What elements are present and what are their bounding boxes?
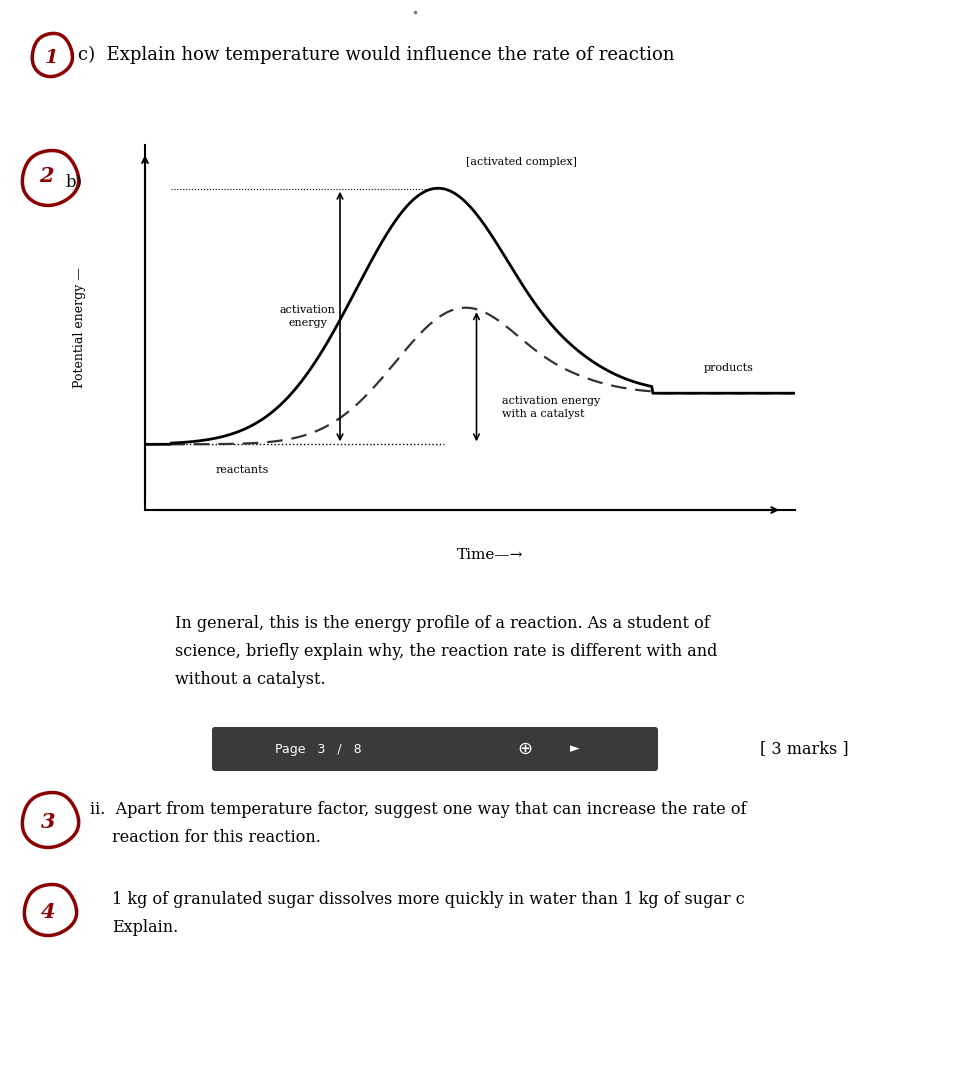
Text: b): b): [66, 173, 83, 190]
Text: ⊕: ⊕: [518, 740, 532, 758]
Text: [activated complex]: [activated complex]: [467, 157, 578, 167]
Text: reactants: reactants: [215, 465, 270, 475]
Text: 1: 1: [45, 49, 59, 67]
FancyBboxPatch shape: [212, 727, 658, 771]
Text: reaction for this reaction.: reaction for this reaction.: [112, 830, 321, 847]
Text: c)  Explain how temperature would influence the rate of reaction: c) Explain how temperature would influen…: [78, 46, 674, 64]
Text: products: products: [704, 362, 753, 373]
Text: science, briefly explain why, the reaction rate is different with and: science, briefly explain why, the reacti…: [175, 642, 718, 660]
Text: 4: 4: [41, 902, 55, 921]
Text: Page   3   /   8: Page 3 / 8: [275, 743, 361, 756]
Text: ii.  Apart from temperature factor, suggest one way that can increase the rate o: ii. Apart from temperature factor, sugge…: [90, 802, 747, 819]
Text: Potential energy —: Potential energy —: [73, 267, 87, 388]
Text: without a catalyst.: without a catalyst.: [175, 671, 326, 688]
Text: Explain.: Explain.: [112, 919, 179, 936]
Text: [ 3 marks ]: [ 3 marks ]: [760, 741, 848, 758]
Text: ►: ►: [570, 743, 580, 756]
Text: activation
energy: activation energy: [279, 305, 335, 328]
Text: 2: 2: [39, 166, 53, 186]
Text: 3: 3: [41, 812, 55, 832]
Text: Time—→: Time—→: [457, 548, 524, 562]
Text: In general, this is the energy profile of a reaction. As a student of: In general, this is the energy profile o…: [175, 615, 710, 632]
Text: activation energy
with a catalyst: activation energy with a catalyst: [502, 397, 601, 419]
Text: 1 kg of granulated sugar dissolves more quickly in water than 1 kg of sugar c: 1 kg of granulated sugar dissolves more …: [112, 892, 745, 909]
